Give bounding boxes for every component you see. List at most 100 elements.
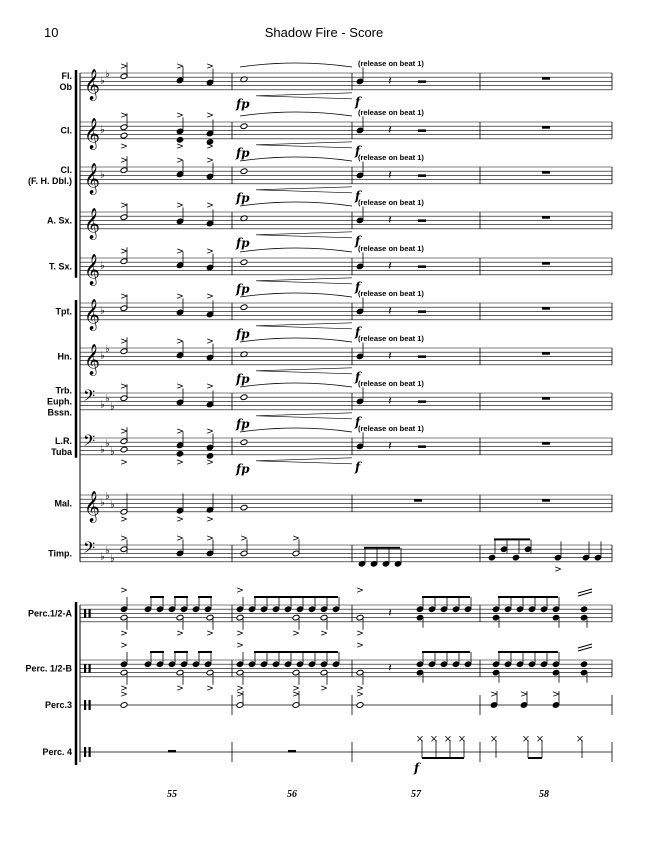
tie-slur: [239, 382, 353, 388]
quarter-rest: 𝄽: [388, 661, 391, 674]
beam: [198, 596, 212, 598]
accent-mark: >: [120, 292, 128, 302]
accent-mark: >: [120, 458, 128, 468]
quarter-rest: 𝄽: [388, 73, 392, 87]
flat-sign: ♭: [100, 445, 105, 456]
dynamic-f: f: [354, 95, 362, 109]
accent-mark: >: [120, 156, 128, 166]
notehead: [284, 606, 292, 613]
notehead: [176, 136, 184, 143]
notehead: [416, 614, 424, 621]
notehead: [512, 554, 520, 561]
whole-rest: [542, 126, 550, 129]
accent-mark: >: [356, 629, 364, 639]
tremolo: [577, 643, 593, 652]
page-number: 10: [44, 25, 59, 40]
notehead: [120, 446, 128, 453]
whole-note: [240, 259, 248, 266]
notehead: [168, 606, 176, 613]
notehead: [356, 614, 364, 621]
notehead: [206, 453, 214, 459]
treble-clef: 𝄞: [84, 298, 100, 331]
instrument-label: Hn.: [58, 351, 73, 361]
notehead: [504, 606, 512, 613]
treble-clef: 𝄞: [84, 207, 100, 240]
notehead: [204, 606, 212, 613]
accent-mark: >: [176, 142, 184, 152]
accent-mark: >: [120, 534, 128, 544]
dynamic-f: f: [354, 370, 362, 384]
notehead: [180, 661, 188, 668]
measure-number: 57: [411, 789, 422, 800]
flat-sign: ♭: [110, 554, 115, 565]
accent-mark: >: [176, 62, 184, 72]
notehead: [580, 661, 588, 668]
dynamic-f: f: [354, 325, 362, 339]
notehead: [552, 702, 560, 708]
notehead: [260, 661, 268, 668]
instrument-label: Cl.: [60, 125, 72, 135]
notehead: [464, 661, 472, 668]
flat-sign: ♭: [100, 124, 105, 135]
notehead: [332, 661, 340, 668]
accent-mark: >: [490, 690, 498, 700]
notehead: [594, 554, 602, 561]
notehead: [416, 661, 424, 668]
notehead: [206, 264, 214, 271]
perc-clef: [88, 700, 91, 710]
notehead: [206, 444, 214, 451]
dynamic-fp: fp: [235, 236, 250, 250]
half-rest: [418, 310, 426, 313]
accent-mark: >: [206, 684, 214, 694]
accent-mark: >: [292, 534, 300, 544]
notehead: [552, 669, 560, 676]
notehead: [580, 606, 588, 613]
notehead: [320, 661, 328, 668]
notehead: [552, 614, 560, 621]
dynamic-fp: fp: [235, 372, 250, 386]
tie-slur: [239, 427, 353, 433]
accent-mark: >: [206, 142, 214, 152]
accent-mark: >: [120, 62, 128, 72]
whole-note: [240, 504, 248, 511]
tie-slur: [239, 337, 353, 343]
score-title: Shadow Fire - Score: [264, 25, 384, 40]
release-note: (release on beat 1): [358, 244, 424, 253]
x-notehead: ×: [430, 734, 438, 745]
notehead: [356, 669, 364, 676]
accent-mark: >: [120, 201, 128, 211]
notehead: [292, 614, 300, 621]
notehead: [176, 309, 184, 316]
whole-rest: [542, 397, 550, 400]
accent-mark: >: [176, 515, 184, 525]
notehead: [144, 606, 152, 613]
crescendo-hairpin: [255, 457, 353, 465]
instrument-label: Timp.: [48, 548, 72, 558]
crescendo-hairpin: [255, 141, 353, 149]
notehead: [356, 443, 364, 450]
notehead: [440, 606, 448, 613]
notehead: [176, 507, 184, 514]
accent-mark: >: [206, 337, 214, 347]
instrument-label: L.R.: [55, 436, 72, 446]
perc-clef: [88, 609, 91, 618]
notehead: [416, 669, 424, 676]
whole-rest: [542, 499, 550, 502]
notehead: [206, 220, 214, 227]
beam: [494, 538, 530, 541]
accent-mark: >: [292, 684, 300, 694]
accent-mark: >: [176, 201, 184, 211]
crescendo-hairpin: [255, 92, 353, 100]
accent-mark: >: [356, 641, 364, 651]
notehead: [156, 606, 164, 613]
flat-sign: ♭: [100, 552, 105, 563]
accent-mark: >: [120, 629, 128, 639]
accent-mark: >: [206, 515, 214, 525]
tremolo: [577, 588, 593, 597]
notehead: [176, 442, 184, 449]
notehead: [176, 77, 184, 84]
flat-sign: ♭: [105, 491, 110, 502]
release-note: (release on beat 1): [358, 59, 424, 68]
instrument-label: Perc.1/2-A: [28, 608, 73, 618]
notehead: [320, 614, 328, 621]
